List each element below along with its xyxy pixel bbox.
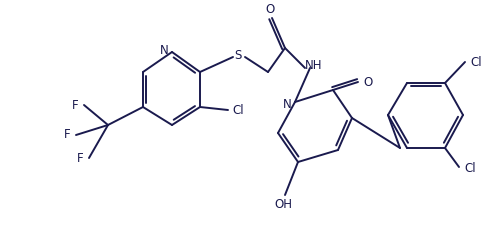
Text: Cl: Cl [469,55,481,68]
Text: F: F [64,128,70,141]
Text: F: F [72,99,78,111]
Text: F: F [77,151,83,164]
Text: S: S [234,49,241,61]
Text: Cl: Cl [463,163,475,176]
Text: OH: OH [274,199,292,211]
Text: O: O [265,3,274,15]
Text: O: O [363,76,372,88]
Text: Cl: Cl [232,104,243,117]
Text: N: N [282,97,291,110]
Text: N: N [159,44,168,56]
Text: NH: NH [305,59,322,72]
